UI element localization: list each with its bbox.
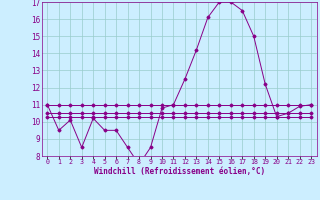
X-axis label: Windchill (Refroidissement éolien,°C): Windchill (Refroidissement éolien,°C) <box>94 167 265 176</box>
